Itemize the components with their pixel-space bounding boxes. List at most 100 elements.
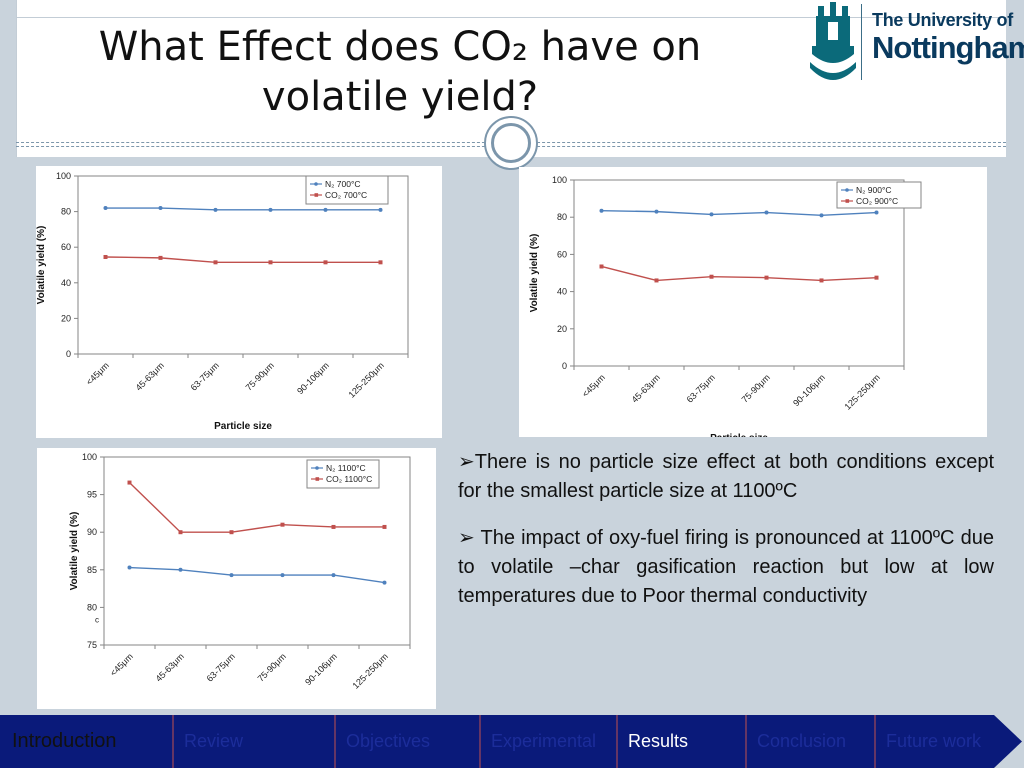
x-tick-label: 75-90μm [740, 372, 772, 404]
data-point [214, 260, 218, 264]
chart-panel-900: 0 20 40 60 80 100 <45μm 45-63μm 63-75μm 75-90μm 90… [519, 167, 987, 437]
x-tick-label: 75-90μm [244, 360, 276, 392]
legend-marker [846, 199, 850, 203]
data-point [179, 568, 183, 572]
x-tick-label: 45-63μm [134, 360, 166, 392]
legend-label: CO₂ 1100°C [326, 474, 372, 484]
data-point [600, 264, 604, 268]
legend-label: N₂ 700°C [325, 179, 361, 189]
y-tick-label: 80 [557, 212, 567, 222]
y-tick-label: 85 [87, 565, 97, 575]
data-point [230, 530, 234, 534]
data-point [128, 481, 132, 485]
y-axis-label: Volatile yield (%) [69, 512, 80, 591]
y-axis-label: Volatile yield (%) [36, 226, 47, 305]
x-tick-label: 90-106μm [303, 651, 339, 687]
legend-marker [845, 188, 849, 192]
series-line [602, 211, 877, 216]
data-point [765, 211, 769, 215]
x-tick-label: 125-250μm [843, 372, 882, 411]
nav-item-introduction[interactable]: Introduction [2, 715, 173, 768]
x-tick-label: <45μm [84, 360, 111, 387]
y-tick-label: 0 [66, 349, 71, 359]
legend-label: CO₂ 900°C [856, 196, 898, 206]
x-tick-label: 45-63μm [154, 651, 186, 683]
data-point [269, 208, 273, 212]
x-tick-label: 63-75μm [205, 651, 237, 683]
chart-annotation: c [95, 615, 99, 624]
y-tick-label: 95 [87, 490, 97, 500]
data-point [383, 581, 387, 585]
nav-item-objectives[interactable]: Objectives [336, 715, 479, 768]
legend-marker [315, 466, 319, 470]
data-point [128, 566, 132, 570]
x-tick-label: <45μm [580, 372, 607, 399]
data-point [269, 260, 273, 264]
nav-item-future-work[interactable]: Future work [876, 715, 994, 768]
data-point [383, 525, 387, 529]
data-point [214, 208, 218, 212]
data-point [324, 260, 328, 264]
volatile-yield-chart-900: 0 20 40 60 80 100 <45μm 45-63μm 63-75μm 75-90μm 90… [519, 167, 987, 437]
data-point [710, 212, 714, 216]
legend-marker [315, 193, 319, 197]
data-point [281, 573, 285, 577]
decorative-ring-icon [484, 116, 538, 170]
series-line [130, 568, 385, 583]
data-point [179, 530, 183, 534]
university-crest-icon [808, 2, 858, 80]
series-line [106, 257, 381, 262]
bullet-point: ➢ The impact of oxy-fuel firing is prono… [458, 524, 994, 611]
x-tick-label: 63-75μm [685, 372, 717, 404]
data-point [230, 573, 234, 577]
series-line [106, 208, 381, 210]
data-point [332, 573, 336, 577]
y-tick-label: 20 [557, 324, 567, 334]
data-point [710, 275, 714, 279]
x-tick-label: 125-250μm [351, 651, 390, 690]
y-tick-label: 60 [61, 242, 71, 252]
chart-panel-700: 0 20 40 60 80 100 <45μm 45-63μm 63-75μm 75-90μm 90… [36, 166, 442, 438]
nav-item-experimental[interactable]: Experimental [481, 715, 616, 768]
slide-title: What Effect does CO₂ have on volatile yi… [40, 22, 760, 122]
data-point [281, 523, 285, 527]
data-point [655, 278, 659, 282]
x-tick-label: 45-63μm [630, 372, 662, 404]
y-tick-label: 20 [61, 313, 71, 323]
data-point [332, 525, 336, 529]
y-tick-label: 80 [61, 207, 71, 217]
legend-marker [316, 477, 320, 481]
x-tick-label: 75-90μm [256, 651, 288, 683]
logo-text-line1: The University of [872, 10, 1024, 30]
bullet-point: ➢There is no particle size effect at bot… [458, 448, 994, 506]
data-point [820, 278, 824, 282]
data-point [104, 206, 108, 210]
volatile-yield-chart-1100: 75 80 85 90 95 100 <45μm 45-63μm 63-75μm 75-90μm 9… [37, 448, 436, 709]
findings-text: ➢There is no particle size effect at bot… [458, 448, 994, 629]
x-tick-label: <45μm [108, 651, 135, 678]
nav-item-conclusion[interactable]: Conclusion [747, 715, 874, 768]
y-tick-label: 100 [552, 175, 567, 185]
data-point [765, 276, 769, 280]
data-point [875, 211, 879, 215]
data-point [159, 256, 163, 260]
x-tick-label: 90-106μm [295, 360, 331, 396]
data-point [655, 210, 659, 214]
nav-item-review[interactable]: Review [174, 715, 334, 768]
volatile-yield-chart-700: 0 20 40 60 80 100 <45μm 45-63μm 63-75μm 75-90μm 90… [36, 166, 442, 438]
data-point [379, 208, 383, 212]
header-left-rule [16, 0, 17, 157]
x-axis-label: Particle size [214, 421, 272, 432]
x-tick-label: 125-250μm [347, 360, 386, 399]
legend-label: CO₂ 700°C [325, 190, 367, 200]
legend-marker [314, 182, 318, 186]
data-point [379, 260, 383, 264]
nav-item-results[interactable]: Results [618, 715, 745, 768]
y-tick-label: 100 [56, 171, 71, 181]
y-tick-label: 100 [82, 452, 97, 462]
logo-text-line2: Nottingham [872, 30, 1024, 66]
y-tick-label: 40 [557, 287, 567, 297]
y-tick-label: 40 [61, 278, 71, 288]
series-line [130, 483, 385, 533]
data-point [324, 208, 328, 212]
